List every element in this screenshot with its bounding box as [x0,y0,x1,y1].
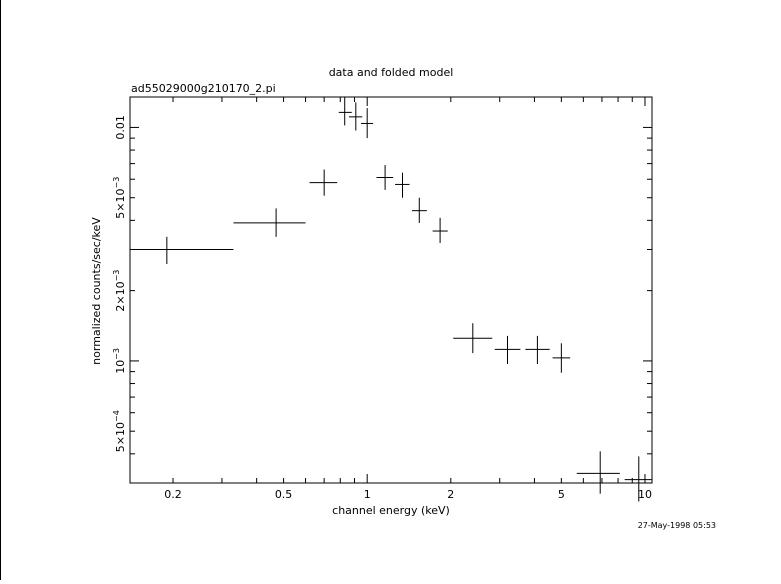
data-point [348,102,363,131]
y-tick-mantissa: 0.01 [114,115,127,140]
y-tick-exponent: −3 [112,348,121,360]
data-point [361,108,374,139]
x-axis-label: channel energy (keV) [332,504,450,517]
data-point [412,197,427,223]
y-tick-label: 0.01 [114,115,127,140]
data-point [525,335,550,365]
data-point [233,208,306,237]
chart-subtitle: ad55029000g210170_2.pi [131,82,276,95]
data-points [130,97,652,502]
window-left-edge [0,0,1,580]
data-point [338,97,352,126]
y-tick-label-text: 2×10−3 [112,270,127,312]
x-tick-label: 10 [638,488,652,501]
data-point [432,217,448,243]
x-tick-label: 0.2 [164,488,182,501]
y-tick-label: 5×10−3 [112,177,127,219]
y-tick-label: 10−3 [112,348,127,374]
data-point [376,165,394,190]
data-point [395,172,410,198]
y-tick-mantissa: 5×10 [114,189,127,219]
data-point [130,236,234,265]
y-tick-label: 2×10−3 [112,270,127,312]
data-point [576,451,620,494]
plot-frame [129,96,653,484]
x-axis-ticks: 0.2 0.5 1 2 5 10 [164,97,652,501]
x-tick-label: 5 [558,488,565,501]
data-point [309,169,338,196]
data-point [552,343,571,373]
y-tick-exponent: −3 [112,177,121,189]
y-tick-mantissa: 2×10 [114,281,127,311]
y-axis-label: normalized counts/sec/keV [90,217,103,365]
y-tick-label: 5×10−4 [112,410,127,452]
y-tick-mantissa: 10 [114,360,127,374]
chart-title: data and folded model [329,66,454,79]
data-point [453,323,493,354]
y-tick-label-text: 5×10−3 [112,177,127,219]
timestamp: 27-May-1998 05:53 [638,521,716,530]
x-tick-label: 2 [447,488,454,501]
x-tick-label: 1 [364,488,371,501]
y-tick-exponent: −4 [112,410,121,422]
y-tick-label-text: 5×10−4 [112,410,127,452]
y-tick-exponent: −3 [112,270,121,282]
data-point [624,456,652,502]
x-tick-label: 0.5 [275,488,293,501]
data-point [494,335,521,365]
y-tick-label-text: 10−3 [112,348,127,374]
y-tick-mantissa: 5×10 [114,422,127,452]
y-axis-ticks: 5×10−410−32×10−35×10−30.01 [112,115,652,484]
y-tick-label-text: 0.01 [114,115,127,140]
